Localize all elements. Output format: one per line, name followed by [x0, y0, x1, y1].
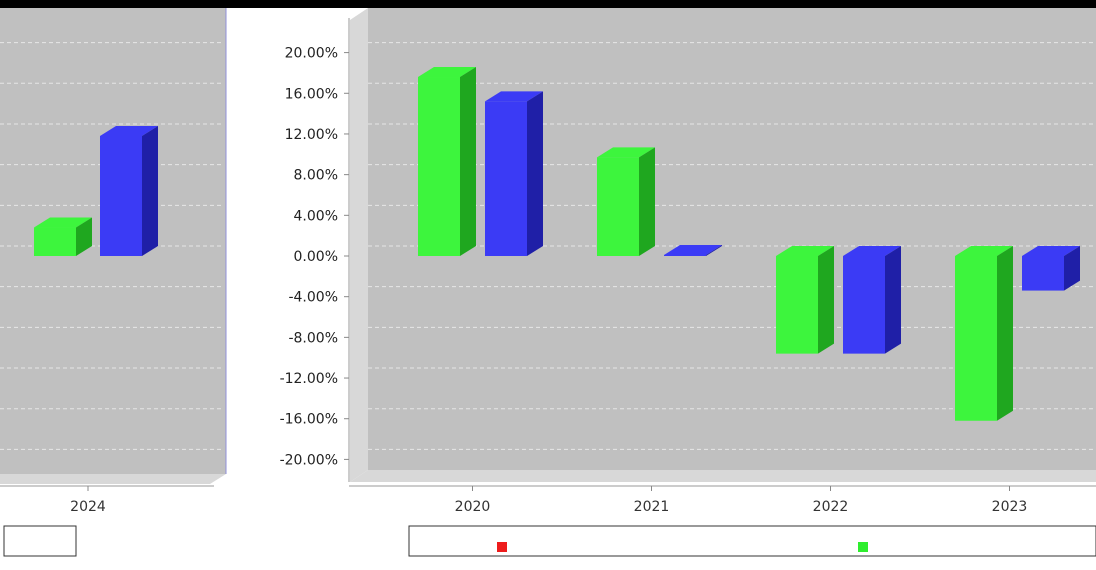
- y-tick-label: 0.00%: [294, 249, 338, 265]
- y-tick-label: 8.00%: [294, 168, 338, 184]
- bar-blue-2023-top: [1022, 246, 1080, 256]
- bar-green-2022-front: [776, 256, 818, 354]
- legend-main-box: [408, 525, 1096, 557]
- bar-blue-2024-front: [100, 135, 142, 256]
- bar-blue-2023-front: [1022, 256, 1064, 291]
- y-tick-label: -12.00%: [280, 371, 338, 387]
- bar-green-2024: [34, 217, 92, 256]
- bar-blue-2020-top: [485, 91, 543, 102]
- bar-blue-2020-front: [485, 101, 527, 256]
- y-tick-label: -8.00%: [288, 330, 338, 346]
- y-tick-label: 16.00%: [285, 86, 338, 102]
- x-tick-label: 2023: [992, 499, 1028, 515]
- legend-left-box: [3, 525, 77, 557]
- y-tick-label: 20.00%: [285, 46, 338, 62]
- bar-green-2020-top: [418, 67, 476, 78]
- bar-blue-2023-side: [1064, 246, 1080, 291]
- bar-green-2023: [955, 246, 1013, 421]
- legend-main: [408, 525, 1096, 557]
- bar-blue-2024-side: [142, 125, 158, 256]
- bar-blue-2021: [664, 244, 722, 256]
- bar-green-2020-side: [460, 67, 476, 257]
- legend-green-swatch: [858, 542, 868, 552]
- left-x-tick-label: 2024: [70, 499, 106, 515]
- bar-blue-2021-top: [664, 244, 722, 255]
- x-tick-label: 2020: [455, 499, 491, 515]
- bar-green-2022-top: [776, 246, 834, 256]
- y-tick-label: -4.00%: [288, 290, 338, 306]
- top-strip: [0, 0, 1096, 8]
- bar-blue-2022: [843, 246, 901, 354]
- bar-blue-2020: [485, 91, 543, 256]
- bar-blue-2022-side: [885, 246, 901, 354]
- main-plot-side-wall: [350, 8, 368, 482]
- legend-red-swatch: [497, 542, 507, 552]
- bar-green-2021-top: [597, 147, 655, 158]
- main-plot-floor: [350, 470, 1096, 482]
- bar-green-2022: [776, 246, 834, 354]
- bar-green-2024-side: [76, 217, 92, 256]
- bar-green-2024-front: [34, 227, 76, 256]
- y-tick-label: 4.00%: [294, 208, 338, 224]
- bar-blue-2021-side: [706, 244, 722, 256]
- bar-green-2020: [418, 67, 476, 257]
- bar-blue-2023: [1022, 246, 1080, 291]
- y-tick-label: 12.00%: [285, 127, 338, 143]
- bar-green-2021-side: [639, 147, 655, 256]
- bar-green-2021: [597, 147, 655, 256]
- bar-green-2023-top: [955, 246, 1013, 256]
- bar-blue-2020-side: [527, 91, 543, 256]
- bar-blue-2021-front: [664, 254, 706, 256]
- bar-green-2024-top: [34, 217, 92, 228]
- bar-blue-2022-front: [843, 256, 885, 354]
- bar-green-2020-front: [418, 77, 460, 257]
- bar-green-2021-front: [597, 157, 639, 256]
- legend-left: [3, 525, 77, 557]
- x-tick-label: 2022: [813, 499, 849, 515]
- bar-green-2022-side: [818, 246, 834, 354]
- y-tick-label: -20.00%: [280, 452, 338, 468]
- x-tick-label: 2021: [634, 499, 670, 515]
- bar-blue-2024-top: [100, 125, 158, 136]
- y-tick-label: -16.00%: [280, 412, 338, 428]
- left-chart-panel: 2024: [0, 8, 227, 515]
- bar-green-2023-front: [955, 256, 997, 421]
- left-plot-floor: [0, 474, 226, 484]
- bar-blue-2024: [100, 125, 158, 256]
- main-chart-panel: 20.00% 16.00% 12.00% 8.00% 4.00% 0.00% -4.00% -…: [280, 8, 1096, 515]
- bar-green-2023-side: [997, 246, 1013, 421]
- bar-blue-2022-top: [843, 246, 901, 256]
